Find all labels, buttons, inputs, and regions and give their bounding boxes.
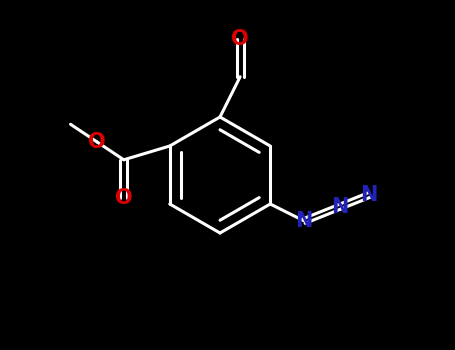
Text: O: O (231, 29, 249, 49)
Text: O: O (115, 188, 132, 208)
Text: N: N (331, 197, 348, 217)
Text: O: O (88, 132, 106, 152)
Text: N: N (296, 211, 313, 231)
Text: N: N (360, 185, 378, 205)
